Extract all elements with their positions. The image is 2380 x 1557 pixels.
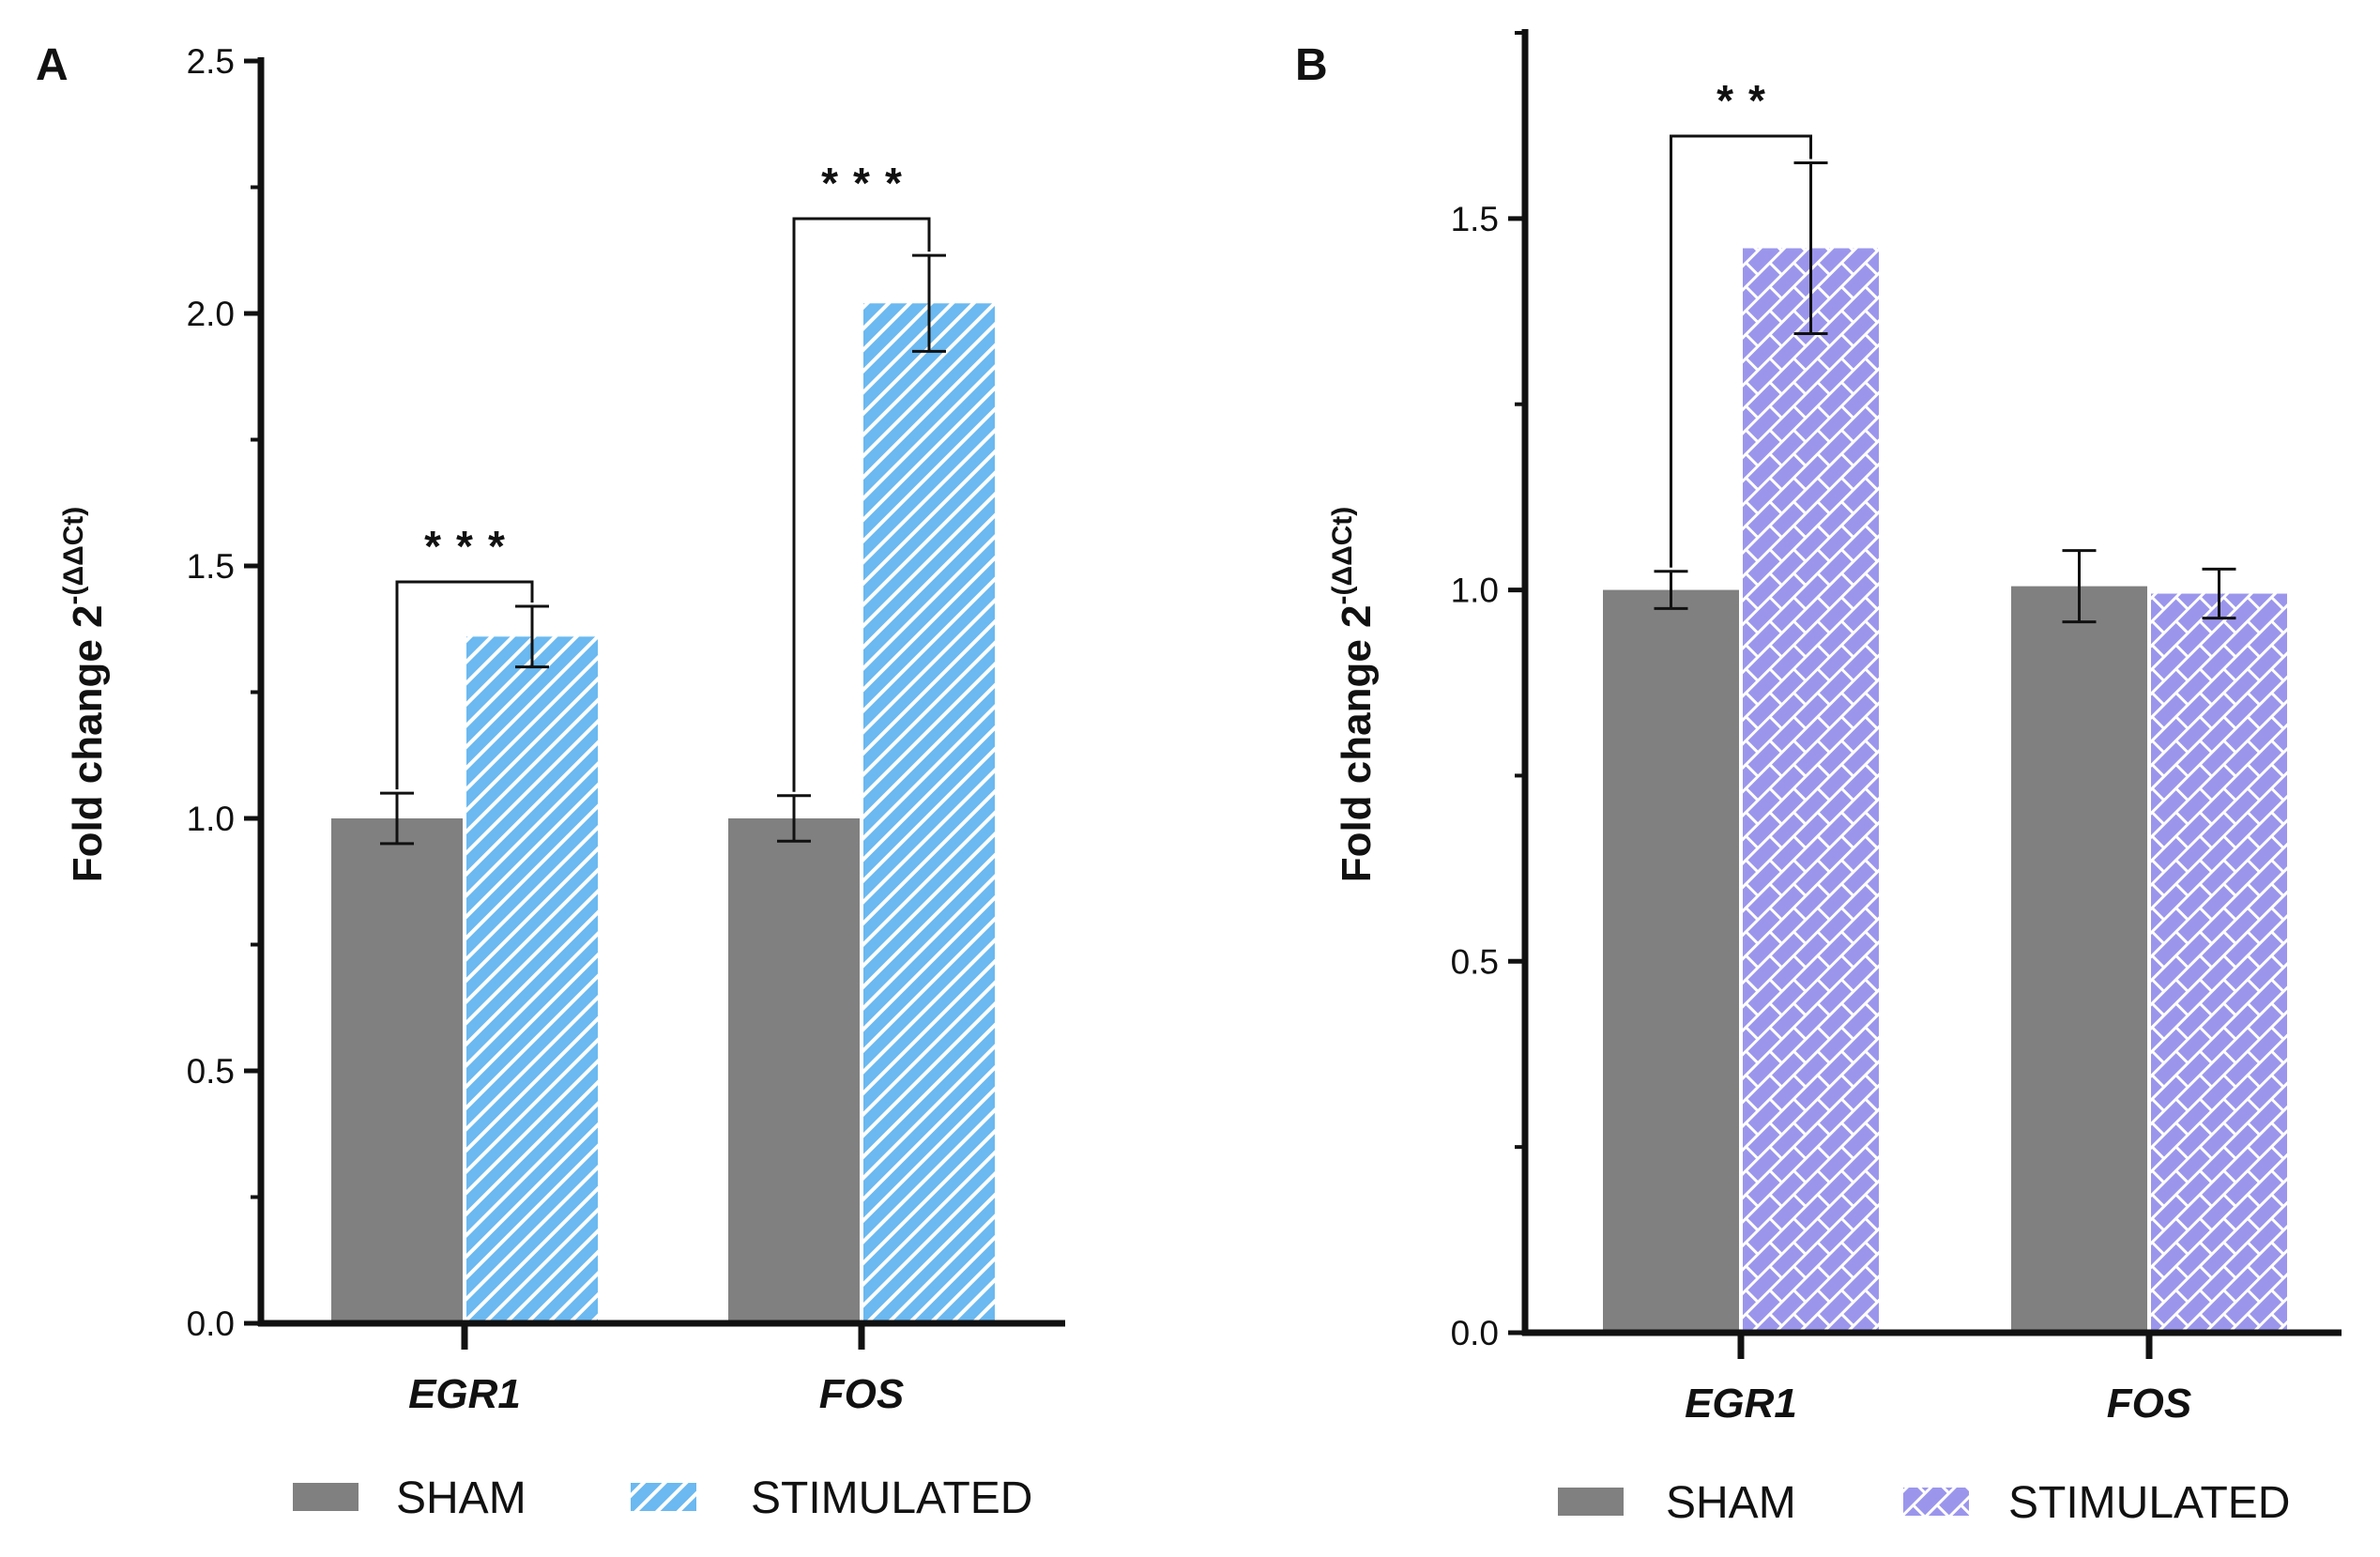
- y-tick-label: 0.0: [187, 1305, 235, 1343]
- y-axis-title: Fold change 2-(ΔΔCt): [1327, 507, 1380, 883]
- significance-label-egr1: **: [1716, 76, 1780, 125]
- panel-b: B ** 0.0 0.5 1.0 1.5 EGR1 FOS Fold change 2-(ΔΔC…: [1295, 29, 2342, 1528]
- bar-sham-fos: [2011, 586, 2147, 1333]
- bar-stimulated-egr1: [466, 636, 598, 1323]
- y-axis-title-base: Fold change 2: [1334, 604, 1380, 882]
- y-tick-label: 1.5: [187, 547, 235, 586]
- x-tick-label-fos: FOS: [819, 1371, 904, 1417]
- y-tick-label: 0.5: [187, 1052, 235, 1091]
- bar-sham-fos: [728, 818, 860, 1323]
- y-tick-label: 2.5: [187, 42, 235, 81]
- bar-stimulated-fos: [2151, 593, 2287, 1333]
- bar-sham-egr1: [331, 818, 463, 1323]
- legend-swatch-stimulated: [1903, 1488, 1969, 1516]
- legend-label-stimulated: STIMULATED: [2008, 1478, 2290, 1528]
- legend-label-sham: SHAM: [396, 1473, 526, 1523]
- bar-sham-egr1: [1603, 589, 1739, 1333]
- x-tick-label-fos: FOS: [2107, 1381, 2191, 1427]
- y-axis-title-base: Fold change 2: [65, 604, 111, 882]
- error-bar-sham-fos: [777, 794, 811, 843]
- y-tick-label: 1.0: [187, 800, 235, 838]
- significance-bracket-egr1: [1670, 134, 1812, 568]
- x-tick-label-egr1: EGR1: [408, 1371, 521, 1417]
- bar-stimulated-fos: [863, 303, 995, 1323]
- legend-swatch-sham: [1558, 1488, 1624, 1516]
- bar-stimulated-egr1: [1743, 248, 1879, 1333]
- significance-label-egr1: ***: [424, 522, 520, 571]
- error-bar-sham-egr1: [1654, 570, 1688, 610]
- error-bar-stimulated-egr1: [515, 604, 549, 669]
- y-tick-label: 1.5: [1451, 200, 1499, 238]
- panel-a: A *** *** 0.0 0.5 1.0 1.5 2.0 2.5 EGR1 FOS Fold cha…: [36, 40, 1065, 1523]
- y-tick-label: 1.0: [1451, 572, 1499, 610]
- error-bar-stimulated-egr1: [1793, 161, 1828, 336]
- panel-label-a: A: [36, 40, 69, 90]
- legend-swatch-sham: [293, 1483, 359, 1511]
- significance-label-fos: ***: [821, 159, 917, 207]
- y-axis-title-superscript: -(ΔΔCt): [58, 507, 89, 605]
- panel-label-b: B: [1295, 40, 1328, 90]
- error-bar-stimulated-fos: [912, 253, 946, 353]
- significance-bracket-egr1: [395, 580, 534, 790]
- x-tick-label-egr1: EGR1: [1685, 1381, 1797, 1427]
- y-axis-title: Fold change 2-(ΔΔCt): [58, 507, 111, 883]
- y-tick-label: 0.0: [1451, 1314, 1499, 1352]
- legend-swatch-stimulated: [631, 1483, 696, 1511]
- error-bar-sham-fos: [2062, 549, 2097, 624]
- legend-label-stimulated: STIMULATED: [751, 1473, 1032, 1523]
- y-tick-label: 0.5: [1451, 942, 1499, 981]
- y-tick-label: 2.0: [187, 295, 235, 333]
- error-bar-sham-egr1: [380, 791, 414, 846]
- significance-bracket-fos: [792, 217, 931, 792]
- y-axis-title-superscript: -(ΔΔCt): [1327, 507, 1358, 605]
- error-bar-stimulated-fos: [2202, 567, 2236, 620]
- legend-label-sham: SHAM: [1666, 1478, 1796, 1528]
